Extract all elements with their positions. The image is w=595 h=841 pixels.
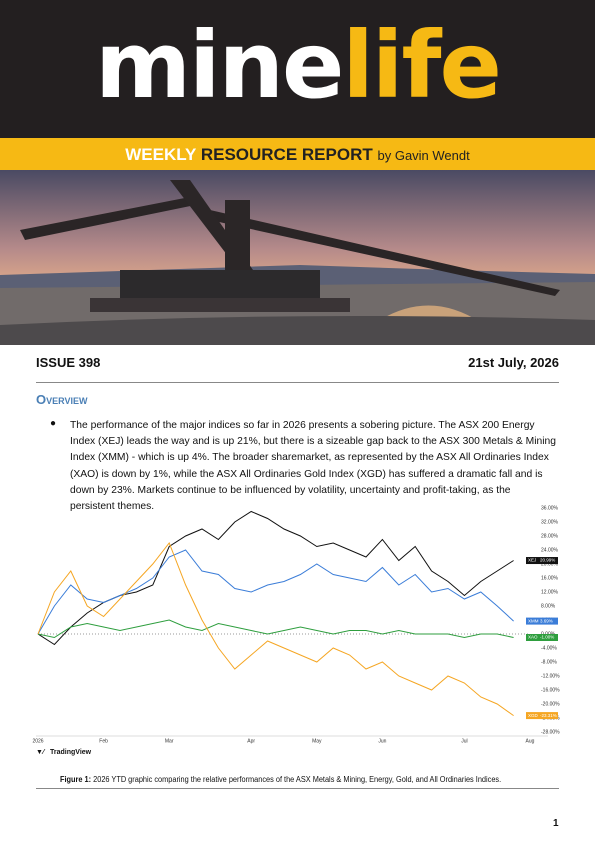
series-line <box>37 510 514 646</box>
banner-weekly: WEEKLY <box>125 145 197 164</box>
logo: minelife <box>0 6 595 126</box>
series-tag-value: -1.00% <box>540 635 554 640</box>
x-tick-label: 2026 <box>32 738 43 744</box>
series-name: XGD <box>528 713 539 718</box>
series-line <box>37 619 514 639</box>
series-tag-value: 3.69% <box>540 618 553 623</box>
section-heading: Overview <box>36 392 88 407</box>
logo-mine: mine <box>95 12 344 119</box>
series-name: XAO <box>528 635 538 640</box>
series-tag <box>526 712 558 720</box>
x-tick-label: Jul <box>461 738 467 744</box>
series-name: XMM <box>528 618 539 623</box>
divider <box>36 382 559 383</box>
series-tag-value: -23.31% <box>540 713 557 718</box>
y-tick-label: -16.00% <box>541 687 560 693</box>
figure-text: 2026 YTD graphic comparing the relative … <box>93 775 502 784</box>
figure-label: Figure 1: <box>60 775 92 784</box>
y-tick-label: 24.00% <box>541 547 559 553</box>
banner: WEEKLY RESOURCE REPORT by Gavin Wendt <box>0 138 595 170</box>
header <box>0 0 595 138</box>
series-tag <box>526 617 558 625</box>
series-name: XEJ <box>528 558 536 563</box>
y-tick-label: 16.00% <box>541 575 559 581</box>
bullet-dot: ● <box>50 418 57 429</box>
x-tick-label: Apr <box>247 738 255 744</box>
y-tick-label: 32.00% <box>541 519 559 525</box>
x-tick-label: Feb <box>99 738 108 744</box>
source-mark: ▼⁄ <box>36 749 46 756</box>
y-tick-label: -12.00% <box>541 673 560 679</box>
series-tag <box>526 634 558 641</box>
x-tick-label: Aug <box>526 738 535 744</box>
series-tag <box>526 557 558 565</box>
source-logo: TradingView <box>50 749 92 756</box>
y-tick-label: -20.00% <box>541 701 560 707</box>
figure-caption: Figure 1: 2026 YTD graphic comparing the… <box>60 775 501 784</box>
x-tick-label: Mar <box>165 738 174 744</box>
y-tick-label: 20.00% <box>541 561 559 567</box>
y-tick-label: -4.00% <box>541 645 557 651</box>
y-tick-label: -28.00% <box>541 729 560 735</box>
series-line <box>37 542 514 717</box>
paragraph: The performance of the major indices so … <box>70 420 556 513</box>
date: 21st July, 2026 <box>468 355 559 370</box>
y-tick-label: 28.00% <box>541 533 559 539</box>
banner-report: RESOURCE REPORT <box>200 145 373 164</box>
series-tag-value: 20.99% <box>540 558 555 563</box>
y-tick-label: 12.00% <box>541 589 559 595</box>
logo-life: life <box>342 12 501 119</box>
y-tick-label: 36.00% <box>541 505 559 511</box>
x-tick-label: Jun <box>378 738 386 744</box>
x-tick-label: May <box>312 738 322 744</box>
series-line <box>37 549 514 635</box>
y-tick-label: -8.00% <box>541 659 557 665</box>
issue: ISSUE 398 <box>36 355 101 370</box>
footer-rule <box>36 788 559 789</box>
y-tick-label: 8.00% <box>541 603 556 609</box>
page-number: 1 <box>553 818 559 829</box>
chart: -28.00%-24.00%-20.00%-16.00%-12.00%-8.00… <box>32 505 560 756</box>
banner-by: by Gavin Wendt <box>377 148 470 163</box>
cover-photo <box>0 170 595 345</box>
